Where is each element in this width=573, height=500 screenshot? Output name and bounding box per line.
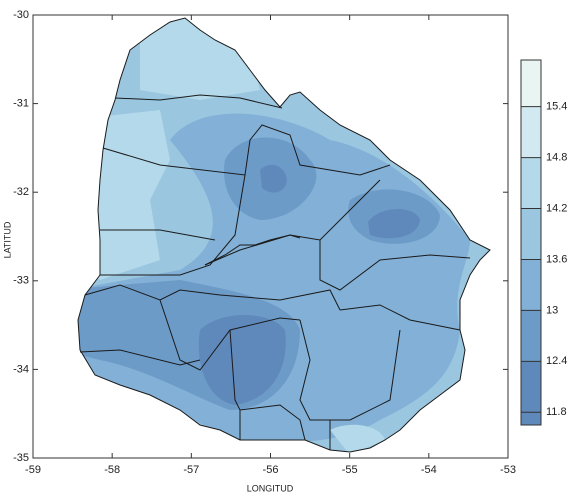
y-tick-label: -35 <box>13 452 29 464</box>
country-border <box>77 17 491 453</box>
x-tick-label: -54 <box>421 464 437 476</box>
department-border <box>299 319 401 421</box>
department-border <box>100 174 246 276</box>
department-border <box>204 179 381 266</box>
contour-band <box>368 208 420 239</box>
department-border <box>84 284 341 311</box>
y-tick-label: -33 <box>13 275 29 287</box>
department-borders <box>77 17 491 453</box>
department-border <box>339 304 461 331</box>
colorbar-band <box>521 361 541 413</box>
department-border <box>100 229 216 241</box>
colorbar-band <box>521 106 541 158</box>
y-axis-label: LATITUD <box>2 221 12 258</box>
y-tick-label: -31 <box>13 98 29 110</box>
colorbar-tick-label: 13 <box>546 304 558 316</box>
colorbar-band <box>521 60 541 107</box>
department-border <box>239 410 331 450</box>
x-tick-label: -57 <box>183 464 199 476</box>
colorbar-tick-label: 14.8 <box>546 152 567 164</box>
x-tick-label: -58 <box>104 464 120 476</box>
x-tick-label: -59 <box>25 464 41 476</box>
colorbar-band <box>521 208 541 260</box>
department-border <box>319 240 471 291</box>
y-tick-label: -34 <box>13 363 29 375</box>
department-border <box>114 94 283 109</box>
colorbar-frame <box>520 59 542 426</box>
x-tick-label: -56 <box>263 464 279 476</box>
colorbar-tick-label: 12.4 <box>546 355 567 367</box>
contour-band <box>198 315 286 405</box>
y-tick-label: -30 <box>13 9 29 21</box>
x-axis-label: LONGITUD <box>247 483 294 493</box>
colorbar-band <box>521 259 541 311</box>
x-tick-label: -55 <box>342 464 358 476</box>
department-border <box>79 349 201 366</box>
y-tick-label: -32 <box>13 186 29 198</box>
colorbar-band <box>521 412 541 425</box>
colorbar-tick-label: 11.8 <box>546 406 567 418</box>
x-tick-label: -53 <box>500 464 516 476</box>
colorbar-tick-label: 15.4 <box>546 101 567 113</box>
contour-band <box>260 164 287 193</box>
colorbar-band <box>521 310 541 362</box>
river <box>204 234 301 266</box>
colorbar-tick-label: 14.2 <box>546 202 567 214</box>
department-border <box>229 329 306 441</box>
colorbar-band <box>521 157 541 209</box>
department-border <box>159 299 301 371</box>
contour-band <box>330 424 385 452</box>
department-border <box>102 124 391 176</box>
colorbar-tick-label: 13.6 <box>546 253 567 265</box>
